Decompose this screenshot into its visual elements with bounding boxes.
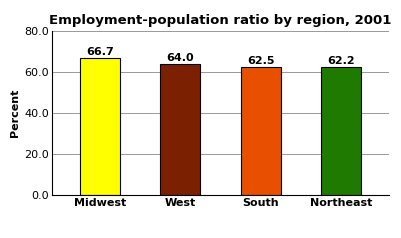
Bar <box>80 58 120 195</box>
Bar <box>241 67 281 195</box>
Y-axis label: Percent: Percent <box>10 89 20 137</box>
Title: Employment-population ratio by region, 2001: Employment-population ratio by region, 2… <box>49 14 392 27</box>
Text: 66.7: 66.7 <box>86 47 114 57</box>
Text: 64.0: 64.0 <box>167 53 194 63</box>
Bar <box>321 68 361 195</box>
Bar <box>160 64 200 195</box>
Text: 62.5: 62.5 <box>247 56 274 66</box>
Text: 62.2: 62.2 <box>327 56 354 66</box>
